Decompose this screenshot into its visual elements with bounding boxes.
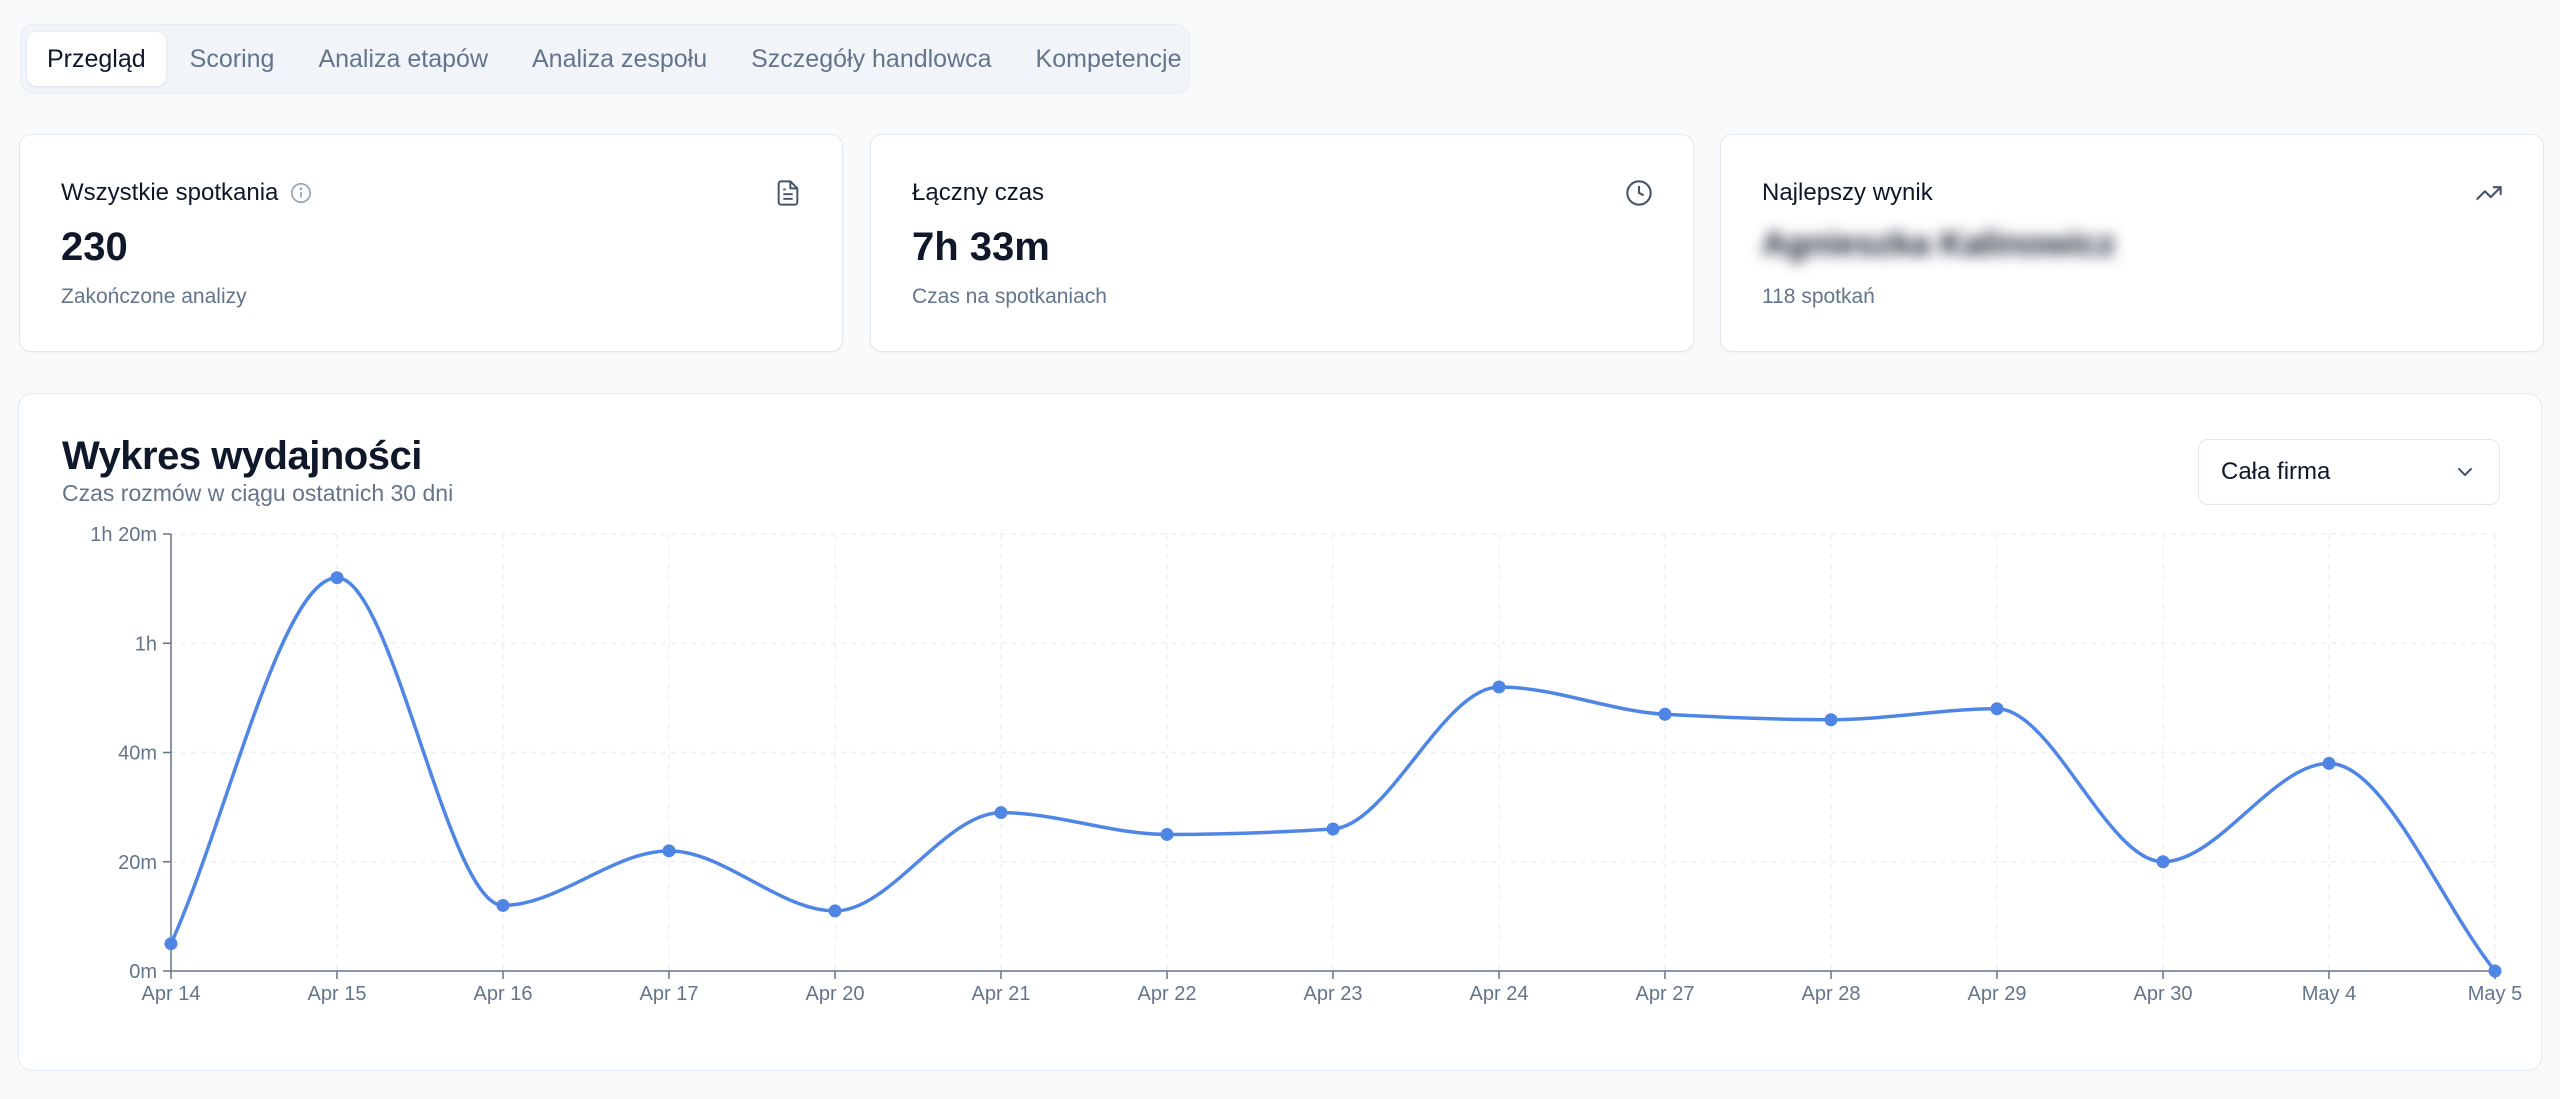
y-tick-label: 1h xyxy=(135,633,157,655)
tab-szczegoly-handlowca[interactable]: Szczegóły handlowca xyxy=(751,44,992,73)
y-tick-label: 0m xyxy=(129,961,157,983)
x-tick-label: May 4 xyxy=(2302,983,2356,1005)
meetings-label: Wszystkie spotkania xyxy=(61,179,279,206)
x-tick-label: Apr 27 xyxy=(1636,983,1695,1005)
data-point xyxy=(1824,713,1838,727)
clock-icon xyxy=(1626,180,1652,206)
x-tick-label: Apr 15 xyxy=(308,983,367,1005)
document-icon xyxy=(777,180,799,206)
info-icon[interactable] xyxy=(290,182,312,204)
meetings-label-row: Wszystkie spotkania xyxy=(61,179,312,207)
data-point xyxy=(1160,827,1174,841)
series-line xyxy=(169,575,2497,973)
tab-scoring[interactable]: Scoring xyxy=(189,44,275,73)
chevron-down-icon xyxy=(2458,468,2472,476)
data-point xyxy=(828,904,842,918)
y-tick-label: 20m xyxy=(118,852,157,874)
data-point xyxy=(1658,707,1672,721)
tab-analiza-zespolu[interactable]: Analiza zespołu xyxy=(532,44,708,73)
meetings-sub: Zakończone analizy xyxy=(61,285,247,308)
x-tick-label: Apr 24 xyxy=(1470,983,1529,1005)
time-card: Łączny czas 7h 33m Czas na spotkaniach xyxy=(870,134,1694,352)
data-point xyxy=(994,806,1008,820)
scope-select-value: Cała firma xyxy=(2221,458,2331,485)
x-tick-label: Apr 21 xyxy=(972,983,1031,1005)
time-label-row: Łączny czas xyxy=(912,179,1044,207)
data-point xyxy=(2156,855,2170,869)
x-tick-label: Apr 30 xyxy=(2134,983,2193,1005)
x-tick-label: May 5 xyxy=(2468,983,2522,1005)
data-point xyxy=(1990,702,2004,716)
panel-title: Wykres wydajności xyxy=(62,434,422,478)
data-point xyxy=(164,937,178,951)
meetings-value: 230 xyxy=(61,225,128,269)
x-tick-label: Apr 29 xyxy=(1968,983,2027,1005)
tab-analiza-etapow[interactable]: Analiza etapów xyxy=(318,44,488,73)
data-point xyxy=(330,571,344,585)
x-tick-label: Apr 16 xyxy=(474,983,533,1005)
time-value: 7h 33m xyxy=(912,225,1050,269)
performance-chart: 0m 20m 40m 1h 1h 20m Apr 14 Apr 15 Apr 16 Apr 17… xyxy=(90,524,2522,1005)
trending-up-icon xyxy=(2476,186,2502,200)
data-point xyxy=(2488,964,2502,978)
data-point xyxy=(1492,680,1506,694)
x-tick-label: Apr 20 xyxy=(806,983,865,1005)
y-tick-label: 40m xyxy=(118,743,157,765)
best-card: Najlepszy wynik Agnieszka Kalinowicz 118… xyxy=(1720,134,2544,352)
panel-subtitle: Czas rozmów w ciągu ostatnich 30 dni xyxy=(62,480,454,506)
x-tick-label: Apr 23 xyxy=(1304,983,1363,1005)
scope-select[interactable]: Cała firma xyxy=(2198,439,2500,505)
y-tick-label: 1h 20m xyxy=(90,524,157,546)
tab-kompetencje[interactable]: Kompetencje xyxy=(1035,44,1182,73)
x-tick-label: Apr 14 xyxy=(142,983,201,1005)
data-point xyxy=(662,844,676,858)
best-sub: 118 spotkań xyxy=(1762,285,1875,308)
best-value: Agnieszka Kalinowicz xyxy=(1762,225,2116,263)
time-label: Łączny czas xyxy=(912,179,1045,206)
time-sub: Czas na spotkaniach xyxy=(912,285,1107,308)
meetings-card: Wszystkie spotkania 230 Zakończone anali… xyxy=(19,134,843,352)
best-label: Najlepszy wynik xyxy=(1762,179,1933,206)
best-label-row: Najlepszy wynik xyxy=(1762,179,1933,207)
data-point xyxy=(496,898,510,912)
tab-bar: Przegląd Scoring Analiza etapów Analiza … xyxy=(20,24,1190,94)
data-point xyxy=(2322,756,2336,770)
performance-panel: Wykres wydajności Czas rozmów w ciągu os… xyxy=(18,393,2542,1071)
x-tick-label: Apr 28 xyxy=(1802,983,1861,1005)
x-tick-label: Apr 17 xyxy=(640,983,699,1005)
data-point xyxy=(1326,822,1340,836)
tab-przeglad[interactable]: Przegląd xyxy=(27,32,166,86)
x-tick-label: Apr 22 xyxy=(1138,983,1197,1005)
